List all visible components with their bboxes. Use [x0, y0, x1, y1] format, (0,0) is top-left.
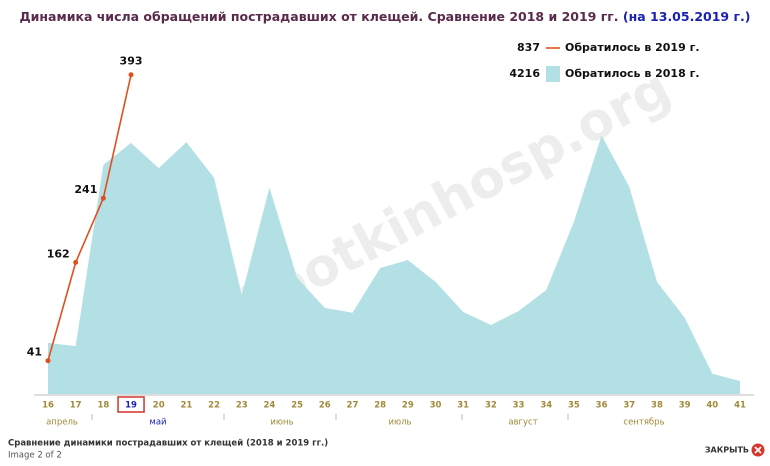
legend-label: Обратилось в 2018 г. — [565, 67, 700, 80]
highlight-box — [117, 396, 145, 413]
close-button[interactable]: ЗАКРЫТЬ — [705, 443, 765, 457]
x-tick-label: 41 — [734, 401, 746, 411]
x-tick-label: 19 — [125, 401, 137, 411]
month-label: апрель — [46, 418, 78, 428]
x-tick-label: 20 — [153, 401, 165, 411]
x-tick-label: 26 — [319, 401, 331, 411]
x-tick-label: 34 — [540, 401, 552, 411]
x-tick-label: 28 — [374, 401, 386, 411]
x-tick-label: 23 — [236, 401, 248, 411]
x-tick-label: 32 — [485, 401, 497, 411]
x-tick-label: 30 — [430, 401, 442, 411]
x-tick-label: 31 — [457, 401, 469, 411]
month-label: август — [508, 418, 537, 428]
x-tick-label: 25 — [291, 401, 303, 411]
data-label: 41 — [27, 346, 42, 359]
month-label: июнь — [270, 418, 293, 428]
x-tick-label: 27 — [347, 401, 359, 411]
x-tick-label: 40 — [706, 401, 718, 411]
point — [100, 195, 106, 201]
point — [45, 358, 51, 364]
x-tick-label: 29 — [402, 401, 414, 411]
x-tick-label: 18 — [97, 401, 109, 411]
month-label: июль — [388, 418, 411, 428]
x-tick-label: 38 — [651, 401, 663, 411]
data-label: 162 — [47, 247, 70, 260]
x-tick-label: 36 — [596, 401, 608, 411]
close-label[interactable]: ЗАКРЫТЬ — [705, 446, 749, 455]
month-label: май — [149, 418, 166, 428]
data-label: 241 — [74, 183, 97, 196]
title-main: Динамика числа обращений пострадавших от… — [20, 9, 619, 24]
legend-swatch — [546, 66, 560, 82]
line-2019 — [47, 74, 132, 361]
x-tick-label: 16 — [42, 401, 54, 411]
x-tick-label: 21 — [180, 401, 192, 411]
point — [73, 259, 79, 265]
x-tick-label: 24 — [264, 401, 276, 411]
chart-title: Динамика числа обращений пострадавших от… — [20, 9, 751, 24]
x-tick-label: 22 — [208, 401, 220, 411]
x-tick-label: 33 — [513, 401, 525, 411]
point — [128, 72, 134, 78]
legend-total: 837 — [517, 41, 540, 54]
x-tick-label: 37 — [623, 401, 635, 411]
x-tick-label: 39 — [679, 401, 691, 411]
close-x — [754, 446, 762, 454]
area-2018 — [48, 135, 740, 394]
x-tick-label: 17 — [70, 401, 82, 411]
title-date: (на 13.05.2019 г.) — [623, 9, 751, 24]
counter: Image 2 of 2 — [8, 451, 62, 461]
caption: Сравнение динамики пострадавших от клеще… — [8, 439, 328, 449]
legend-total: 4216 — [509, 67, 540, 80]
data-label: 393 — [120, 55, 143, 68]
x-tick-label: 35 — [568, 401, 580, 411]
legend-label: Обратилось в 2019 г. — [565, 41, 700, 54]
month-label: сентябрь — [623, 418, 664, 428]
